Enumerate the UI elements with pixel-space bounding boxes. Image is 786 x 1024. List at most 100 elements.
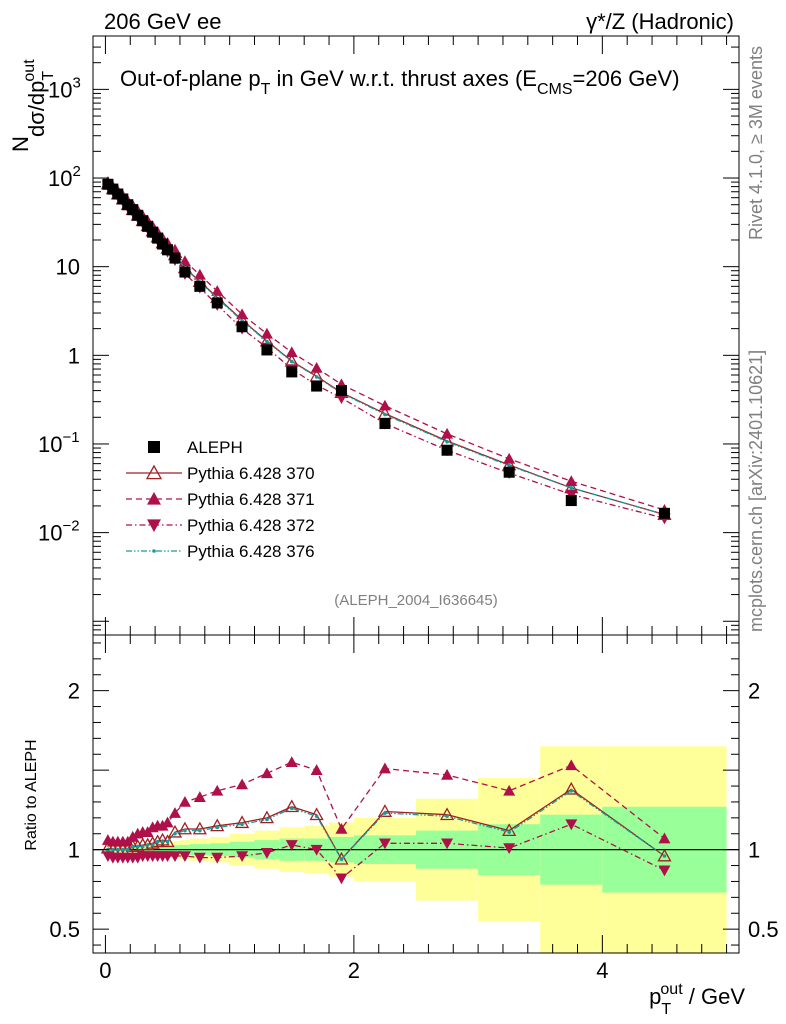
- aleph-point: [441, 444, 453, 456]
- aleph-point: [179, 266, 191, 278]
- pythia-6-428-370-ratio-point: [259, 810, 275, 824]
- pythia-6-428-371-ratio-point: [168, 807, 181, 818]
- pythia-6-428-371-ratio-point: [441, 768, 454, 780]
- pythia-6-428-370-ratio-point: [564, 781, 579, 795]
- pythia-6-428-376-point: [314, 375, 319, 379]
- header-left: 206 GeV ee: [104, 9, 221, 34]
- legend-label: ALEPH: [187, 438, 243, 457]
- ratio-tick-label-right: 2: [748, 679, 760, 704]
- pythia-6-428-376-ratio-point: [145, 843, 150, 847]
- legend-entry-pythia-6-428-372: Pythia 6.428 372: [126, 516, 315, 535]
- pythia-6-428-371-point: [285, 346, 298, 358]
- pythia-6-428-370-ratio-point: [167, 824, 183, 838]
- aleph-point: [169, 252, 181, 264]
- aleph-point: [211, 297, 223, 309]
- pythia-6-428-370-ratio-point: [334, 851, 349, 865]
- legend-entry-pythia-6-428-370: Pythia 6.428 370: [126, 464, 315, 483]
- pythia-6-428-371-ratio-point: [236, 778, 249, 790]
- legend-entry-aleph: ALEPH: [148, 438, 243, 457]
- x-tick-label: 4: [596, 958, 608, 983]
- legend-entry-pythia-6-428-371: Pythia 6.428 371: [126, 490, 315, 509]
- pythia-6-428-371-ratio-point: [335, 822, 348, 834]
- pythia-6-428-372-ratio-point: [503, 843, 516, 855]
- aleph-point: [137, 215, 149, 227]
- analysis-id: (ALEPH_2004_I636645): [334, 592, 497, 609]
- aleph-point: [142, 220, 154, 232]
- ratio-tick-label: 1: [68, 838, 80, 863]
- pythia-6-428-371-ratio-point: [260, 767, 273, 779]
- ratio-tick-label: 2: [68, 679, 80, 704]
- pythia-6-428-370-ratio-point: [234, 815, 250, 829]
- y-tick-label: 10: [56, 255, 80, 280]
- pythia-6-428-372-point: [565, 489, 578, 501]
- pythia-6-428-371-point: [441, 427, 454, 439]
- pythia-6-428-372-ratio-point: [441, 838, 454, 850]
- pythia-6-428-376-ratio-point: [155, 839, 160, 844]
- pythia-6-428-376-ratio-point: [183, 828, 187, 833]
- chart-title: Out-of-plane pT in GeV w.r.t. thrust axe…: [120, 66, 680, 98]
- pythia-6-428-370-ratio-point: [140, 837, 155, 851]
- aleph-point: [162, 244, 174, 256]
- pythia-6-428-372-ratio-point: [193, 852, 206, 864]
- pythia-6-428-371-ratio-point: [126, 830, 139, 842]
- pythia-6-428-376-point: [289, 359, 294, 364]
- x-axis-label: pTout / GeV: [649, 981, 745, 1018]
- pythia-6-428-371-point: [378, 399, 391, 411]
- pythia-6-428-371-point: [260, 327, 273, 339]
- pythia-6-428-371-point: [310, 361, 323, 373]
- y-tick-label: 1: [68, 343, 80, 368]
- pythia-6-428-376-ratio-point: [160, 839, 165, 844]
- pythia-6-428-376-ratio-point: [662, 854, 667, 858]
- ratio-y-ticks: 0.5 0.5 1 1 2 2: [49, 642, 779, 946]
- y-tick-label: 10−2: [38, 518, 80, 546]
- y-tick-label: 10−1: [38, 429, 80, 457]
- pythia-6-428-371-ratio-point: [156, 819, 169, 831]
- pythia-6-428-376-ratio-point: [314, 814, 319, 819]
- aleph-point: [379, 418, 391, 430]
- aleph-point: [286, 366, 298, 378]
- pythia-6-428-370-ratio-point: [309, 807, 324, 821]
- pythia-6-428-376-ratio-point: [339, 857, 344, 861]
- legend-marker: [152, 549, 156, 553]
- aleph-point: [157, 238, 169, 250]
- legend: ALEPH Pythia 6.428 370 Pythia 6.428 371 Pyt…: [126, 438, 315, 561]
- pythia-6-428-371-point: [236, 308, 249, 320]
- x-tick-label: 0: [99, 958, 111, 983]
- pythia-6-428-371-ratio-point: [658, 832, 671, 844]
- pythia-6-428-372-ratio-point: [565, 819, 578, 831]
- pythia-6-428-370-ratio-point: [160, 834, 175, 848]
- ratio-plot: 0.5 0.5 1 1 2 2 Ratio to ALEPH: [23, 634, 779, 954]
- aleph-point: [261, 344, 273, 356]
- ratio-tick-label-right: 1: [748, 838, 760, 863]
- legend-marker: [148, 441, 160, 453]
- y-tick-label: 102: [48, 163, 81, 191]
- legend-marker: [147, 492, 161, 505]
- pythia-6-428-376-ratio-point: [125, 847, 130, 852]
- pythia-6-428-376-ratio-point: [116, 847, 120, 852]
- pythia-6-428-370-ratio-point: [657, 848, 672, 862]
- legend-label: Pythia 6.428 376: [187, 542, 315, 561]
- pythia-6-428-372-ratio-point: [168, 851, 181, 863]
- pythia-6-428-372-ratio-point: [310, 844, 323, 856]
- aleph-point: [147, 226, 159, 238]
- pythia-6-428-370-ratio-point: [439, 807, 455, 821]
- pythia-6-428-376-ratio-point: [198, 828, 202, 833]
- pythia-6-428-371-point: [503, 452, 516, 464]
- pythia-6-428-372-ratio-point: [285, 840, 298, 851]
- pythia-6-428-371-ratio-point: [503, 784, 516, 796]
- pythia-6-428-371-ratio-point: [285, 756, 298, 767]
- pythia-6-428-372-ratio-point: [211, 852, 224, 864]
- pythia-6-428-371-point: [211, 285, 224, 296]
- pythia-6-428-371-ratio-point: [178, 795, 191, 807]
- pythia-6-428-376-ratio-point: [383, 811, 387, 815]
- pythia-6-428-371-point: [565, 475, 578, 487]
- pythia-6-428-372-ratio-point: [658, 865, 671, 877]
- legend-label: Pythia 6.428 371: [187, 490, 315, 509]
- ratio-tick-label-right: 0.5: [748, 917, 779, 942]
- aleph-point: [311, 380, 323, 392]
- legend-marker: [147, 519, 161, 532]
- y-axis-label: N dσ/dpTout: [8, 59, 57, 152]
- ratio-tick-label: 0.5: [49, 917, 80, 942]
- main-plot-content: [100, 176, 672, 525]
